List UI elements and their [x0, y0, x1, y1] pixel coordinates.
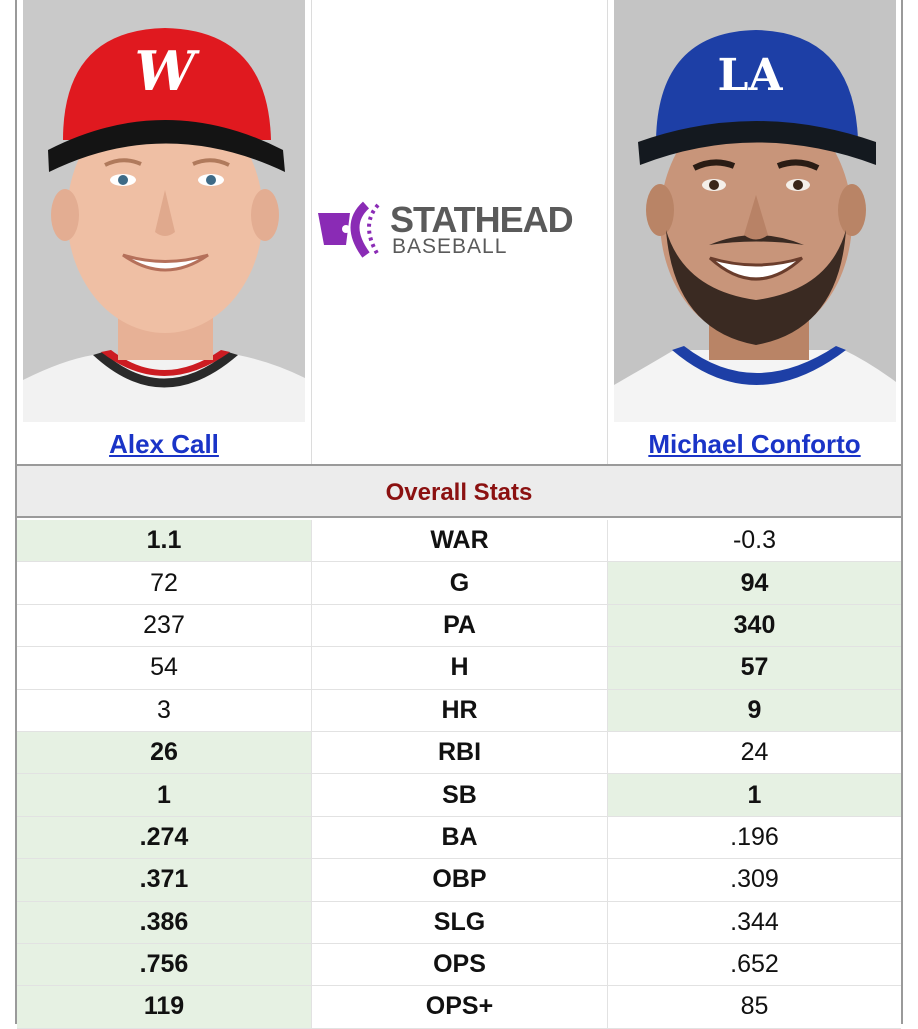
stat-row: .756 OPS .652: [17, 943, 901, 987]
stats-table: 1.1 WAR -0.3 72 G 94 237 PA 340 54 H 57 3 HR 9 26 RBI 24 1…: [17, 520, 901, 1029]
player-left-photo[interactable]: W: [23, 0, 305, 422]
player-left-name-link[interactable]: Alex Call: [109, 429, 219, 459]
stat-right-value: 24: [740, 738, 769, 767]
stat-label: BA: [311, 816, 608, 859]
logo-line1: STATHEAD: [390, 199, 574, 240]
stat-label: HR: [311, 689, 608, 731]
logo-column: STATHEAD BASEBALL: [311, 0, 608, 464]
player-right-photo[interactable]: LA: [614, 0, 896, 422]
stat-right-value: 57: [608, 647, 901, 689]
stat-row: 1 SB 1: [17, 774, 901, 817]
player-right-column: LA Michael Conforto: [608, 0, 901, 464]
player-header: W Alex Call STATHEAD BASEBALL: [17, 0, 901, 466]
stat-row: 72 G 94: [17, 562, 901, 605]
stat-right-value: 85: [740, 992, 769, 1021]
stat-left-value: .371: [17, 859, 311, 901]
stat-label: RBI: [311, 731, 608, 774]
stat-left-value: 1.1: [17, 520, 311, 562]
logo-line2: BASEBALL: [392, 235, 508, 258]
stat-left-value: 54: [150, 653, 178, 682]
stat-label: G: [311, 562, 608, 604]
stat-left-value: 1: [17, 774, 311, 816]
stat-row: 1.1 WAR -0.3: [17, 520, 901, 563]
stat-right-value: .309: [730, 865, 779, 894]
svg-text:W: W: [135, 39, 201, 103]
stat-right-value: .344: [730, 907, 779, 936]
svg-text:LA: LA: [717, 50, 783, 101]
section-title: Overall Stats: [17, 466, 901, 518]
stat-row: .386 SLG .344: [17, 901, 901, 944]
stat-left-value: .756: [17, 943, 311, 986]
stat-row: 26 RBI 24: [17, 731, 901, 775]
stat-row: 54 H 57: [17, 647, 901, 690]
stat-right-value: 94: [608, 562, 901, 604]
stat-label: PA: [311, 604, 608, 647]
stathead-logo-icon: [318, 201, 380, 258]
stat-left-value: 119: [17, 986, 311, 1028]
comparison-frame: [15, 0, 903, 1024]
stat-label: OBP: [311, 859, 608, 901]
stat-right-value: 9: [608, 689, 901, 731]
stat-label: WAR: [311, 520, 608, 562]
stat-left-value: .274: [17, 816, 311, 859]
stathead-logo[interactable]: STATHEAD BASEBALL: [312, 195, 609, 265]
stat-right-value: .652: [730, 950, 779, 979]
stat-label: OPS+: [311, 986, 608, 1028]
stat-right-value: -0.3: [732, 526, 777, 555]
stat-left-value: 26: [17, 731, 311, 774]
player-right-name-link[interactable]: Michael Conforto: [648, 429, 861, 459]
stat-right-value: 1: [608, 774, 901, 816]
stat-label: H: [311, 647, 608, 689]
stat-label: SLG: [311, 901, 608, 943]
stat-row: .371 OBP .309: [17, 859, 901, 902]
stat-row: 119 OPS+ 85: [17, 986, 901, 1029]
stat-label: SB: [311, 774, 608, 816]
stat-row: 3 HR 9: [17, 689, 901, 732]
stat-left-value: 72: [150, 568, 178, 597]
stat-label: OPS: [311, 943, 608, 986]
stat-left-value: 3: [157, 695, 171, 724]
player-left-column: W Alex Call: [17, 0, 311, 464]
stat-row: 237 PA 340: [17, 604, 901, 648]
stat-right-value: 340: [608, 604, 901, 647]
stat-right-value: .196: [730, 822, 779, 851]
stat-left-value: 237: [143, 610, 185, 639]
stat-left-value: .386: [17, 901, 311, 943]
stat-row: .274 BA .196: [17, 816, 901, 860]
